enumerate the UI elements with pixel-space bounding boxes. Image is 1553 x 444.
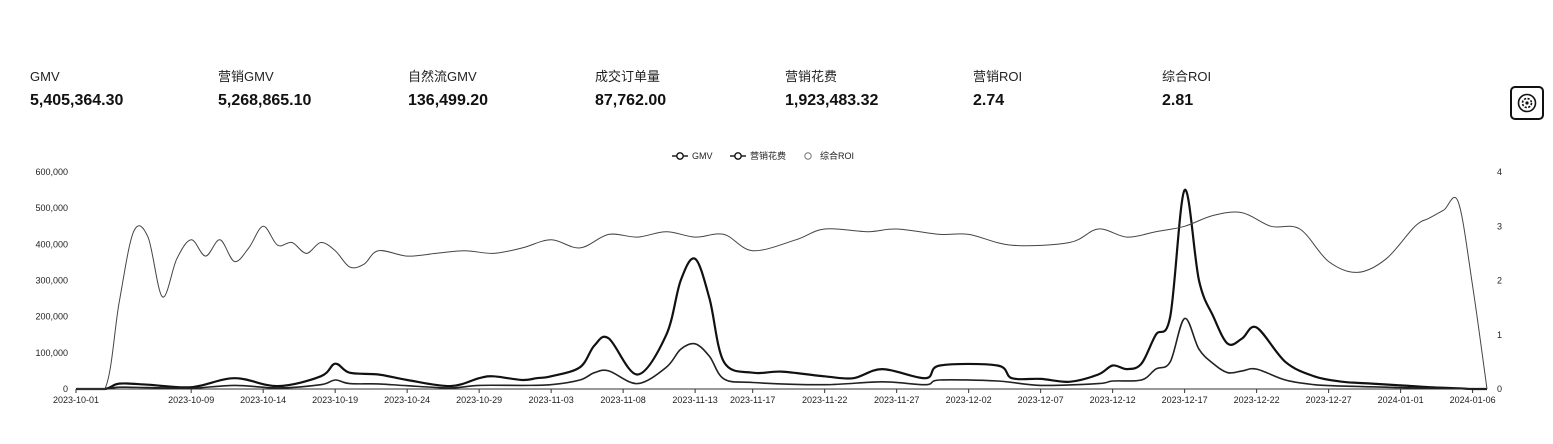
metric-label: 营销ROI	[973, 69, 1023, 84]
metric-label: 综合ROI	[1162, 69, 1212, 84]
metric-overall-roi[interactable]: 综合ROI 2.81	[1162, 68, 1211, 110]
metric-label: 自然流GMV	[408, 69, 477, 84]
x-tick-label: 2023-11-03	[528, 395, 573, 405]
x-tick-label: 2023-12-27	[1306, 395, 1352, 405]
series-line-marketing-spend	[76, 317, 1487, 390]
chart-axes: 2023-10-01 2023-10-09 2023-10-14 2023-10-19…	[35, 167, 1502, 405]
metric-orders[interactable]: 成交订单量 87,762.00	[595, 68, 666, 110]
y-right-tick-label: 0	[1497, 384, 1502, 394]
metric-value: 87,762.00	[595, 92, 667, 109]
x-tick-label: 2024-01-01	[1378, 395, 1424, 405]
y-right-tick-label: 1	[1497, 330, 1502, 340]
metric-natural-gmv[interactable]: 自然流GMV 136,499.20	[408, 68, 488, 110]
metric-value: 136,499.20	[408, 92, 489, 109]
metric-value: 5,405,364.30	[30, 92, 124, 109]
y-left-tick-label: 400,000	[35, 239, 68, 249]
settings-button[interactable]	[1510, 86, 1544, 120]
chart-legend: GMV 营销花费 综合ROI	[672, 150, 854, 161]
series-line-gmv	[76, 188, 1487, 391]
line-chart: GMV 营销花费 综合ROI 2023-10-01 2023-10-09 2023-10…	[35, 150, 1502, 405]
legend-marker	[676, 152, 684, 160]
y-left-tick-label: 300,000	[35, 276, 68, 286]
chart-series	[76, 188, 1488, 391]
y-left-tick-label: 0	[63, 384, 68, 394]
legend-label: GMV	[692, 151, 713, 161]
metric-value: 2.74	[973, 92, 1005, 109]
legend-marker	[804, 152, 812, 160]
metric-gmv[interactable]: GMV 5,405,364.30	[30, 68, 123, 110]
y-left-tick-label: 100,000	[35, 348, 68, 358]
x-tick-label: 2023-11-13	[672, 395, 717, 405]
x-tick-label: 2023-10-29	[456, 395, 502, 405]
metric-marketing-roi[interactable]: 营销ROI 2.74	[973, 68, 1022, 110]
metric-label: GMV	[30, 69, 60, 84]
metric-marketing-spend[interactable]: 营销花费 1,923,483.32	[785, 68, 878, 110]
x-tick-label: 2023-12-22	[1234, 395, 1280, 405]
x-tick-label: 2023-12-02	[946, 395, 992, 405]
y-left-tick-label: 500,000	[35, 203, 68, 213]
x-tick-label: 2024-01-06	[1450, 395, 1496, 405]
x-tick-label: 2023-12-12	[1090, 395, 1136, 405]
metrics-bar: GMV 5,405,364.30 营销GMV 5,268,865.10 自然流G…	[0, 0, 1553, 120]
x-tick-label: 2023-10-01	[53, 395, 99, 405]
y-left-tick-label: 600,000	[35, 167, 68, 177]
y-right-tick-label: 2	[1497, 276, 1502, 286]
x-tick-label: 2023-11-08	[600, 395, 645, 405]
settings-gear-icon	[1517, 93, 1537, 113]
x-tick-label: 2023-11-22	[802, 395, 847, 405]
metric-label: 成交订单量	[595, 69, 661, 84]
legend-label: 营销花费	[750, 150, 786, 161]
y-right-tick-label: 4	[1497, 167, 1502, 177]
x-tick-label: 2023-10-19	[312, 395, 358, 405]
series-line-overall-roi	[76, 196, 1488, 390]
metric-label: 营销花费	[785, 69, 838, 84]
x-tick-label: 2023-12-07	[1018, 395, 1064, 405]
legend-marker	[734, 152, 742, 160]
y-left-tick-label: 200,000	[35, 312, 68, 322]
metric-value: 2.81	[1162, 92, 1194, 109]
x-tick-label: 2023-11-27	[874, 395, 919, 405]
x-tick-label: 2023-11-17	[730, 395, 775, 405]
x-tick-label: 2023-10-09	[168, 395, 214, 405]
metric-marketing-gmv[interactable]: 营销GMV 5,268,865.10	[218, 68, 311, 110]
metric-value: 5,268,865.10	[218, 92, 312, 109]
x-tick-label: 2023-10-24	[384, 395, 430, 405]
metric-value: 1,923,483.32	[785, 92, 879, 109]
x-tick-label: 2023-12-17	[1162, 395, 1208, 405]
x-tick-label: 2023-10-14	[240, 395, 286, 405]
legend-label: 综合ROI	[820, 150, 854, 161]
metric-label: 营销GMV	[218, 69, 274, 84]
y-right-tick-label: 3	[1497, 221, 1502, 231]
